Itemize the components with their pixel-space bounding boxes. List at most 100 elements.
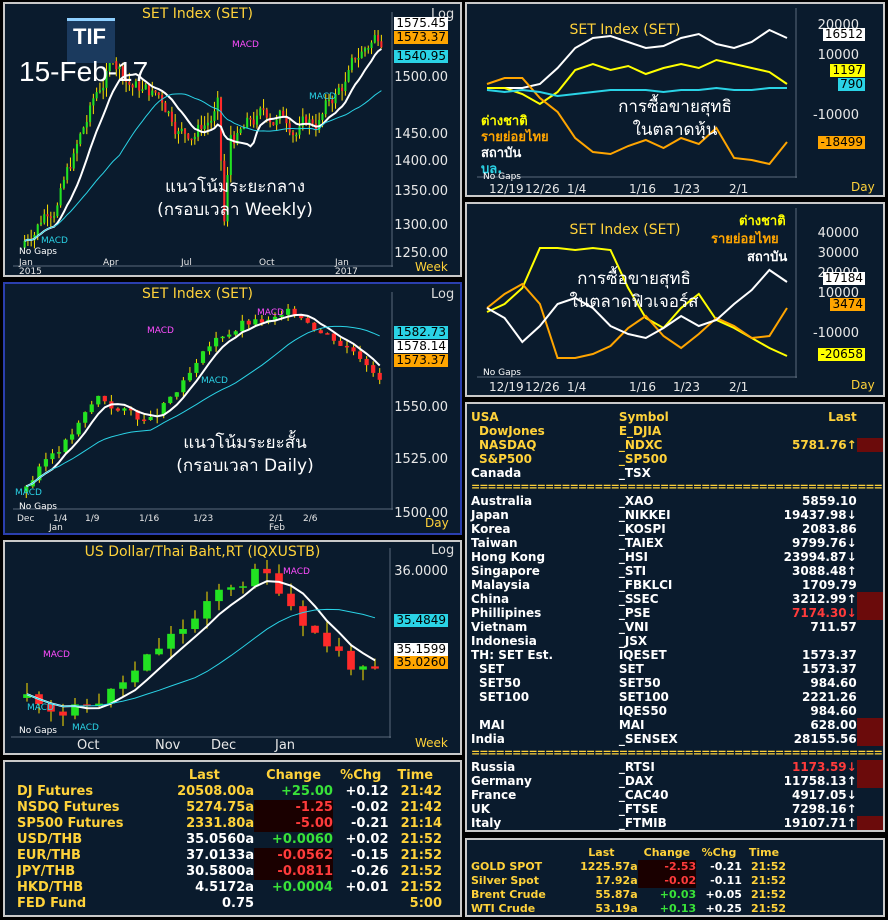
chart-note: การซื้อขายสุทธิ ในตลาดหุ้น	[585, 96, 765, 142]
candle-body	[69, 434, 75, 440]
table-row[interactable]: Brent Crude 55.87a +0.03 +0.05 21:52	[471, 888, 786, 902]
change: -0.0811	[254, 864, 333, 880]
macd-signal-buy: MACD	[41, 236, 68, 246]
table-row[interactable]: USD/THB 35.0560a +0.0060 +0.02 21:52	[17, 832, 442, 848]
macd-signal-sell: MACD	[283, 567, 310, 577]
table-row[interactable]: JPY/THB 30.5800a -0.0811 -0.26 21:52	[17, 864, 442, 880]
candle-body	[249, 117, 252, 120]
last-price: 17.92a	[595, 874, 638, 887]
candle-body	[354, 57, 357, 60]
percent-change: -0.02	[351, 800, 389, 815]
change	[857, 634, 883, 648]
commodities-table: Last Change %Chg Time GOLD SPOT 1225.57a -2.53…	[471, 846, 786, 915]
x-tick-label: 2/1	[729, 380, 749, 394]
table-row[interactable]: ========================================…	[471, 746, 883, 760]
candle-body	[347, 650, 355, 670]
table-row[interactable]: GOLD SPOT 1225.57a -2.53 -0.21 21:52	[471, 860, 786, 874]
x-tick-label: 12/19	[489, 380, 524, 394]
set-daily-candles	[13, 292, 393, 510]
commodities-panel[interactable]: Last Change %Chg Time GOLD SPOT 1225.57a -2.53…	[465, 838, 885, 917]
table-row[interactable]: WTI Crude 53.19a +0.13 +0.25 21:52	[471, 902, 786, 915]
legend-retail: รายย่อยไทย	[711, 232, 779, 247]
column-header: Time	[748, 846, 780, 859]
net-trading-stock-panel[interactable]: SET Index (SET) 20000 10000 -10000 16512 119…	[465, 2, 885, 197]
table-row[interactable]: NSDQ Futures 5274.75a -1.25 -0.02 21:42	[17, 800, 442, 816]
column-header: Last	[588, 846, 615, 859]
moving-average-line	[26, 580, 376, 710]
symbol: SET100	[618, 690, 669, 704]
table-row[interactable]: Silver Spot 17.92a -0.02 -0.11 21:52	[471, 874, 786, 888]
last-price: 2221.26	[802, 690, 857, 704]
world-indices-panel[interactable]: USASymbolLastChange%ChgDowJonesE_DJIANAS…	[465, 402, 885, 832]
symbol: _RTSI	[618, 760, 655, 774]
candle-body	[43, 459, 49, 467]
candle-body	[285, 116, 288, 124]
candle-body	[59, 711, 67, 716]
symbol: _KOSPI	[618, 522, 666, 536]
table-row[interactable]: ========================================…	[471, 480, 883, 494]
chart-note: การซื้อขายสุทธิ ในตลาดฟิวเจอร์ส	[549, 268, 719, 314]
last-price: 7298.16↑	[791, 802, 857, 816]
market-name: Korea	[471, 522, 511, 536]
table-row[interactable]: S&P500 _SP500	[471, 452, 883, 466]
time-unit-label: Week	[415, 260, 448, 274]
net-trading-futures-panel[interactable]: SET Index (SET) 40000300002000010000-100…	[465, 202, 885, 397]
table-row[interactable]: DowJones E_DJIA	[471, 424, 883, 438]
futures-fx-panel[interactable]: Last Change %Chg Time DJ Futures 20508.00a +25…	[3, 760, 462, 917]
candle-body	[53, 216, 56, 218]
candle-body	[143, 654, 151, 671]
candle-body	[122, 408, 127, 411]
y-tick-label: 36.0000	[394, 564, 448, 579]
x-axis: 12/19 12/26 1/4 1/16 1/23 2/1	[467, 4, 883, 195]
usdthb-chart-panel[interactable]: US Dollar/Thai Baht,RT (IQXUSTB) Log 36.…	[3, 540, 462, 755]
candle-body	[63, 439, 68, 453]
instrument-name: HKD/THB	[17, 880, 84, 895]
table-row[interactable]: DJ Futures 20508.00a +25.00 +0.12 21:42	[17, 784, 442, 800]
table-row[interactable]: HKD/THB 4.5172a +0.0004 +0.01 21:52	[17, 880, 442, 896]
set-daily-chart-panel[interactable]: SET Index (SET) Log 1550.00 1525.00 1500.0…	[3, 282, 462, 535]
candle-body	[141, 89, 144, 91]
x-tick-label: 1/4	[567, 182, 587, 196]
trend-note-line1: แนวโน้มระยะกลาง	[165, 177, 305, 197]
y-tick-label: 40000	[817, 226, 859, 241]
instrument-name: WTI Crude	[471, 902, 536, 915]
symbol: _DAX	[618, 774, 654, 788]
table-row[interactable]: SP500 Futures 2331.80a -5.00 -0.21 21:14	[17, 816, 442, 832]
market-name: S&P500	[479, 452, 532, 466]
table-row[interactable]: EUR/THB 37.0133a -0.0562 -0.15 21:52	[17, 848, 442, 864]
table-row[interactable]: Canada _TSX	[471, 466, 883, 480]
candle-body	[36, 224, 39, 235]
percent-change	[333, 896, 389, 912]
last-price: 0.75	[222, 896, 255, 911]
y-tick-label: 1350.00	[394, 184, 448, 199]
moving-average-line	[24, 90, 382, 242]
table-row[interactable]: FED Fund 0.75 5:00	[17, 896, 442, 912]
set-weekly-chart-panel[interactable]: SET Index (SET) Log 1500.00 1450.00 1400.0…	[3, 2, 462, 277]
candle-body	[255, 115, 259, 125]
candle-body	[168, 396, 173, 404]
table-row[interactable]: Indonesia _JSX	[471, 634, 883, 648]
